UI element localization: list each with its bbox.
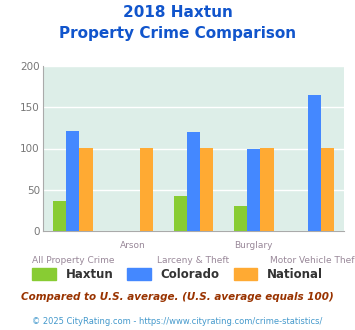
Text: Property Crime Comparison: Property Crime Comparison [59,26,296,41]
Text: All Property Crime: All Property Crime [32,256,114,265]
Bar [234,206,247,231]
Text: Arson: Arson [120,241,146,250]
Text: Compared to U.S. average. (U.S. average equals 100): Compared to U.S. average. (U.S. average … [21,292,334,302]
Bar [80,148,93,231]
Bar [187,132,200,231]
Text: Motor Vehicle Theft: Motor Vehicle Theft [270,256,355,265]
Bar [247,148,261,231]
Legend: Haxtun, Colorado, National: Haxtun, Colorado, National [28,263,327,286]
Text: © 2025 CityRating.com - https://www.cityrating.com/crime-statistics/: © 2025 CityRating.com - https://www.city… [32,317,323,326]
Bar [321,148,334,231]
Bar [140,148,153,231]
Bar [174,195,187,231]
Bar [53,201,66,231]
Text: 2018 Haxtun: 2018 Haxtun [122,5,233,20]
Bar [307,95,321,231]
Bar [66,131,80,231]
Text: Larceny & Theft: Larceny & Theft [157,256,230,265]
Bar [261,148,274,231]
Text: Burglary: Burglary [235,241,273,250]
Bar [200,148,213,231]
